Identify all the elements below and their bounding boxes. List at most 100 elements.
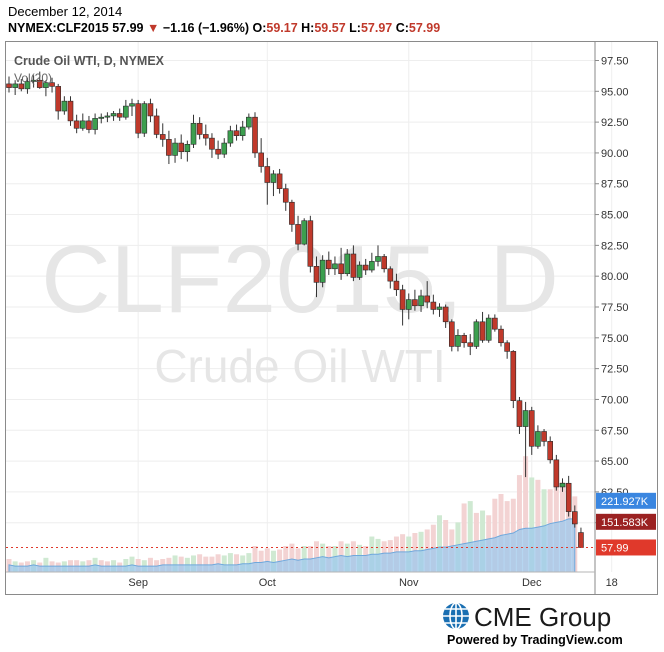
candle: [307, 215, 314, 273]
watermark-sub: Crude Oil WTI: [154, 340, 445, 392]
brand-name: CME Group: [474, 602, 611, 632]
volume-ma-badge: 221.927K: [596, 492, 656, 509]
candle: [123, 99, 129, 120]
candle: [362, 258, 369, 275]
volume-bar: [135, 559, 141, 572]
candle: [412, 289, 418, 311]
candle: [381, 254, 387, 273]
y-tick-label: 95.00: [601, 86, 629, 98]
chart-frame[interactable]: [5, 41, 658, 595]
candle: [467, 334, 474, 356]
candle: [80, 113, 86, 131]
candle: [30, 75, 37, 88]
volume-bar: [197, 554, 203, 572]
close-value: 57.99: [408, 21, 441, 35]
volume-bar: [172, 555, 178, 572]
candle: [522, 401, 529, 478]
y-tick-label: 70.00: [601, 394, 629, 406]
y-tick-label: 77.50: [601, 302, 629, 314]
candle: [43, 80, 49, 97]
candle: [215, 140, 221, 160]
x-tick-label: Nov: [399, 577, 419, 589]
volume-bar: [221, 555, 227, 572]
candle: [258, 138, 264, 173]
y-tick-label: 87.50: [601, 179, 629, 191]
volume-bar: [252, 546, 258, 572]
candle: [313, 256, 320, 298]
volume-bar: [191, 555, 196, 572]
price-chart[interactable]: CLF2015, D Crude Oil WTI 97.5095.0092.50…: [0, 0, 664, 600]
volume-badge: 151.583K: [596, 513, 656, 530]
candle: [36, 71, 43, 89]
candle: [129, 98, 135, 116]
candle: [227, 125, 234, 147]
volume-layer: [6, 456, 578, 573]
last-price: 57.99: [112, 21, 144, 35]
candle: [141, 101, 148, 137]
x-tick-label: Sep: [128, 577, 148, 589]
candle: [528, 406, 535, 455]
y-tick-label: 85.00: [601, 210, 629, 222]
candle: [233, 124, 240, 141]
candle: [393, 273, 400, 296]
volume-bar: [209, 556, 215, 572]
candle: [436, 303, 443, 317]
volume-bar: [535, 479, 541, 572]
volume-bar: [178, 556, 184, 572]
low-label: L:: [349, 21, 361, 35]
candle: [239, 120, 246, 141]
candle: [405, 293, 412, 320]
high-value: 59.57: [314, 21, 346, 35]
volume-bar: [147, 557, 153, 572]
candle: [553, 454, 560, 491]
volume-bar: [283, 546, 289, 572]
candle: [73, 114, 80, 134]
candle: [172, 138, 178, 163]
candles-layer: [6, 71, 584, 548]
y-tick-label: 65.00: [601, 456, 629, 468]
svg-text:57.99: 57.99: [601, 542, 629, 554]
volume-bar: [264, 548, 270, 572]
candle: [104, 112, 111, 123]
candle: [184, 140, 191, 162]
candle: [153, 108, 160, 139]
candle: [319, 255, 326, 288]
svg-text:151.583K: 151.583K: [601, 517, 649, 529]
globe-icon: [443, 602, 469, 630]
powered-by: Powered by TradingView.com: [447, 633, 623, 647]
x-tick-label: Oct: [259, 577, 276, 589]
candle: [479, 311, 486, 343]
candle: [504, 340, 510, 359]
svg-text:221.927K: 221.927K: [601, 496, 649, 508]
volume-bar: [523, 456, 529, 572]
candle: [289, 199, 295, 232]
candle: [147, 98, 154, 123]
candle: [61, 96, 68, 115]
candle: [516, 396, 523, 434]
candle: [485, 314, 492, 343]
candle: [264, 157, 271, 205]
candle: [209, 133, 215, 158]
volume-bar: [234, 554, 240, 572]
volume-bar: [314, 541, 319, 572]
candle: [473, 319, 480, 349]
candle: [535, 425, 541, 449]
y-tick-label: 75.00: [601, 333, 629, 345]
open-label: O:: [252, 21, 267, 35]
candle: [221, 138, 228, 158]
x-tick-label: 18: [606, 577, 618, 589]
candle: [196, 117, 203, 140]
volume-bar: [492, 498, 498, 572]
candle: [369, 252, 375, 273]
candle: [166, 130, 172, 165]
candle: [98, 113, 105, 124]
candle: [276, 168, 283, 194]
volume-bar: [227, 553, 233, 572]
close-label: C:: [395, 21, 409, 35]
candle: [375, 245, 381, 267]
candle: [92, 113, 98, 135]
candle: [252, 112, 258, 158]
quote-line: NYMEX:CLF2015 57.99 ▼ −1.16 (−1.96%) O:5…: [8, 21, 440, 35]
volume-bar: [215, 554, 221, 572]
candle: [18, 78, 25, 92]
